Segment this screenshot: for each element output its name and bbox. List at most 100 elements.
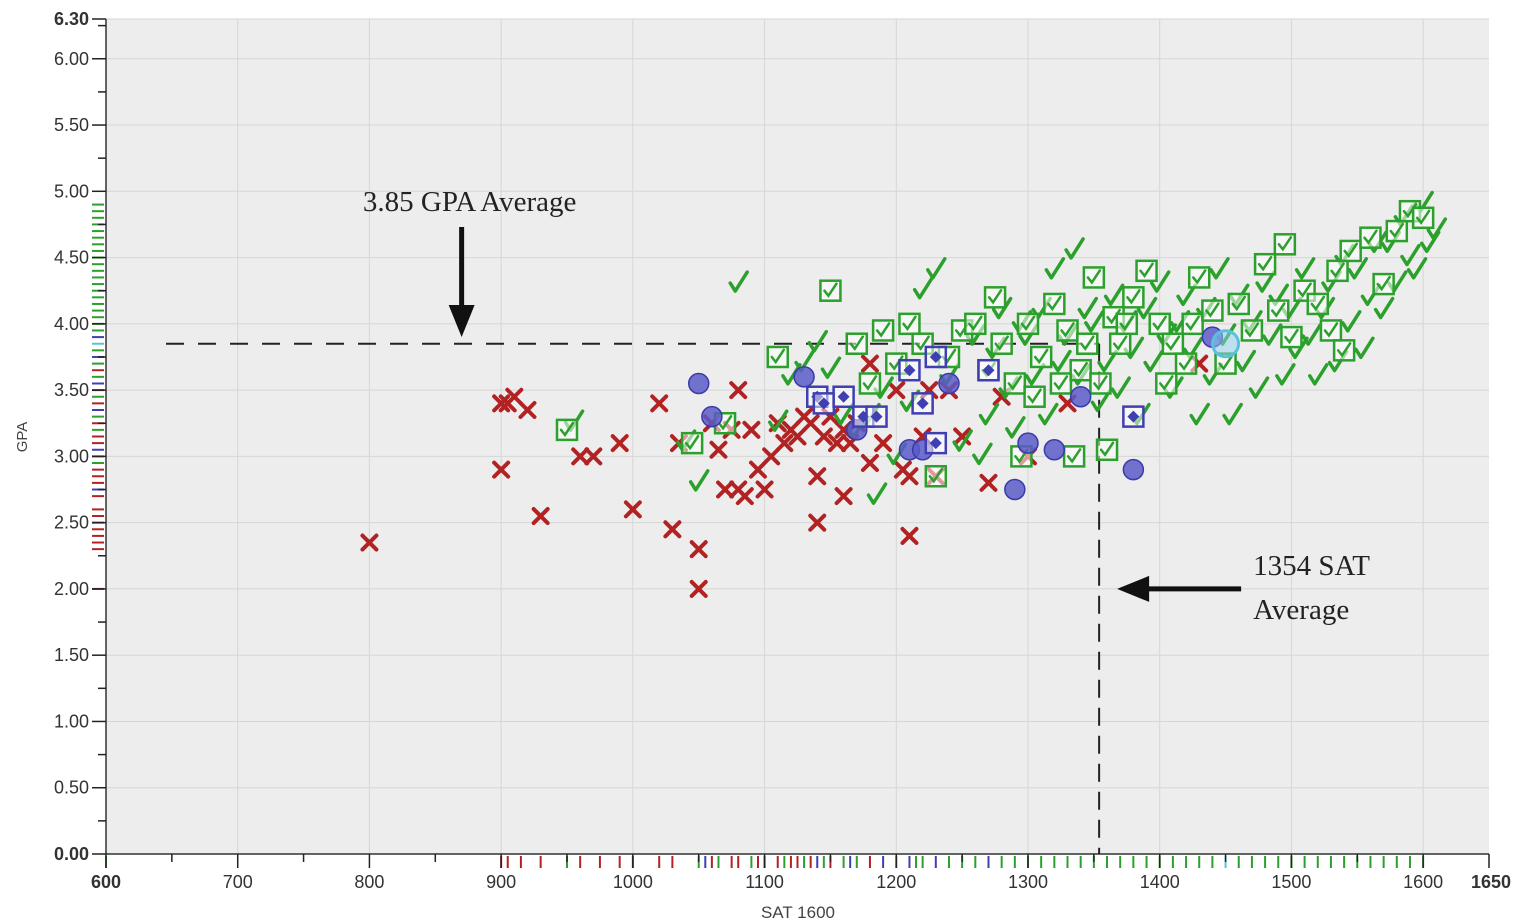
ring-marker	[1211, 329, 1241, 359]
square-check-tick	[1007, 375, 1023, 391]
x-marker-stroke	[755, 480, 774, 499]
y-tick-label: 1.50	[54, 645, 89, 665]
square-check-marker	[858, 372, 882, 395]
x-marker	[860, 454, 879, 473]
square-check-marker	[1326, 259, 1349, 283]
square-diamond-marker	[812, 392, 836, 415]
x-marker	[531, 507, 550, 526]
x-marker	[801, 414, 820, 433]
y-tick-label: 2.00	[54, 579, 89, 599]
x-marker	[834, 487, 853, 506]
square-check-tick	[1415, 209, 1431, 225]
square-check-marker	[1161, 332, 1185, 355]
sat-arrow-head	[1117, 575, 1150, 602]
circle-marker	[793, 366, 815, 388]
square-check-tick	[1376, 275, 1391, 292]
square-check-marker	[1385, 219, 1409, 243]
y-tick-label: 3.50	[54, 380, 89, 400]
x-marker	[610, 434, 629, 453]
x-marker	[979, 473, 998, 492]
square-check-marker	[1115, 312, 1139, 336]
check-marker	[991, 296, 1013, 320]
check-marker	[1340, 310, 1362, 333]
check-marker	[1143, 349, 1164, 373]
x-marker	[828, 434, 847, 453]
y-tick-label: 1.00	[54, 711, 89, 731]
x-marker	[808, 467, 827, 486]
check-marker	[1301, 323, 1322, 346]
x-marker-stroke	[814, 427, 833, 446]
square-check-tick	[1257, 255, 1273, 272]
square-check-tick	[1053, 375, 1069, 391]
square-check-marker	[845, 332, 869, 355]
square-check-marker	[1029, 345, 1053, 369]
check-marker	[866, 482, 888, 505]
check-marker	[926, 257, 947, 280]
x-tick-label: 700	[223, 872, 253, 892]
square-diamond-fill	[837, 390, 850, 403]
square-check-tick	[1112, 335, 1128, 351]
y-tick-label: 2.50	[54, 513, 89, 533]
x-marker	[887, 381, 906, 400]
check-marker	[1024, 363, 1046, 386]
square-check-marker	[1155, 372, 1178, 395]
check-marker	[1051, 349, 1072, 373]
check-marker	[1209, 257, 1230, 280]
x-marker	[735, 487, 754, 506]
x-tick-label: 900	[486, 872, 516, 892]
square-check-tick	[1389, 222, 1405, 239]
square-check-marker	[1181, 312, 1204, 336]
y-tick-label: 0.50	[54, 778, 89, 798]
square-check-tick	[1165, 335, 1181, 351]
square-check-marker	[1227, 292, 1250, 316]
check-marker	[1261, 323, 1283, 346]
axes: 600 700 800 900 1000 1100 1200 1300 1400 1500 1600…	[54, 9, 1511, 892]
check-marker	[1189, 402, 1210, 426]
reference-lines	[166, 342, 1101, 854]
data-points	[360, 190, 1448, 598]
x-marker-stroke	[505, 387, 524, 406]
y-tick-label: 6.30	[54, 9, 89, 29]
square-check-marker	[1273, 233, 1297, 256]
square-diamond-fill	[982, 364, 995, 377]
check-marker	[1038, 402, 1059, 426]
x-marker-stroke	[775, 434, 794, 453]
x-marker-stroke	[735, 487, 754, 506]
x-marker	[709, 440, 728, 459]
x-marker-stroke	[584, 447, 603, 466]
x-marker-stroke	[360, 533, 379, 552]
square-check-marker	[1240, 319, 1264, 342]
square-diamond-marker	[1122, 405, 1145, 428]
y-tick-label: 4.50	[54, 248, 89, 268]
square-check-tick	[717, 414, 733, 431]
square-check-tick	[1178, 355, 1194, 371]
square-check-tick	[684, 434, 700, 451]
square-check-tick	[1284, 328, 1299, 345]
check-marker	[688, 469, 710, 492]
square-check-marker	[1372, 272, 1395, 296]
square-check-marker	[1332, 339, 1356, 362]
x-marker	[518, 400, 537, 419]
square-check-marker	[1359, 226, 1382, 249]
square-check-tick	[1277, 236, 1293, 252]
x-marker	[900, 526, 919, 545]
x-rug	[105, 856, 1425, 868]
x-marker-stroke	[531, 507, 550, 526]
square-check-tick	[862, 375, 878, 391]
check-marker	[1044, 257, 1066, 280]
x-marker	[623, 500, 642, 519]
square-diamond-marker	[865, 405, 888, 428]
check-marker	[820, 356, 842, 379]
square-check-marker	[871, 319, 895, 342]
x-marker	[505, 387, 524, 406]
check-marker	[1222, 402, 1243, 426]
square-diamond-marker	[911, 392, 934, 415]
x-marker	[808, 513, 827, 532]
square-diamond-fill	[929, 350, 942, 363]
x-marker	[360, 533, 379, 552]
x-marker-stroke	[900, 467, 919, 486]
check-marker	[1406, 257, 1428, 280]
circle-marker	[701, 405, 723, 428]
square-check-marker	[1016, 312, 1040, 336]
square-check-tick	[1060, 322, 1075, 338]
